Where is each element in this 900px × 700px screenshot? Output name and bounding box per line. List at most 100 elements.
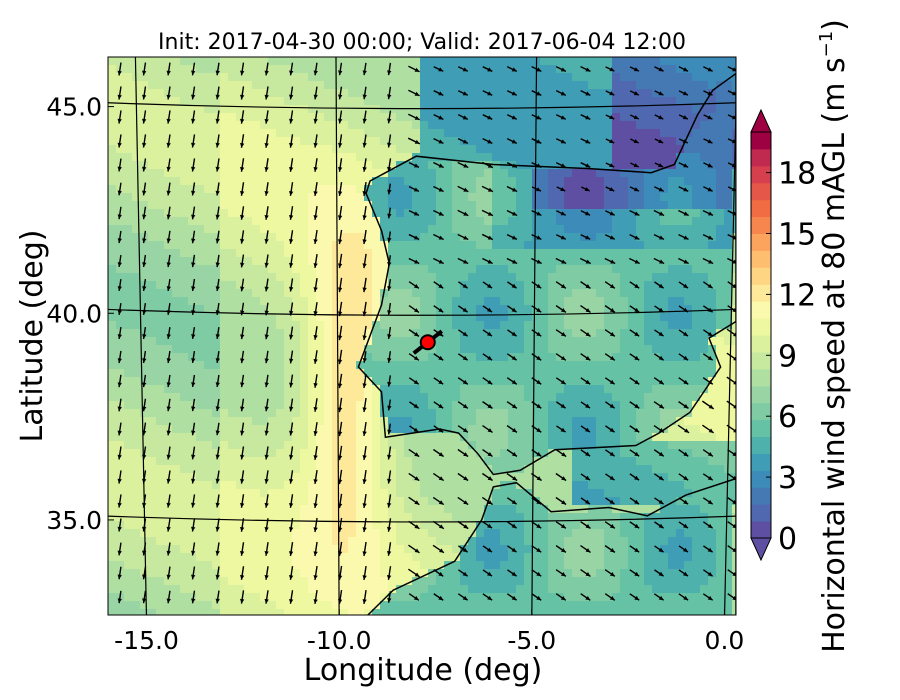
field-cell <box>228 89 237 98</box>
field-cell <box>636 257 645 266</box>
field-cell <box>116 481 125 490</box>
field-cell <box>476 609 485 615</box>
field-cell <box>180 457 189 466</box>
field-cell <box>644 449 653 458</box>
field-cell <box>348 273 357 282</box>
field-cell <box>444 241 453 250</box>
field-cell <box>484 297 493 306</box>
field-cell <box>460 457 469 466</box>
field-cell <box>652 345 661 354</box>
field-cell <box>148 153 157 162</box>
field-cell <box>452 233 461 242</box>
field-cell <box>660 121 669 130</box>
field-cell <box>628 289 637 298</box>
field-cell <box>284 273 293 282</box>
field-cell <box>636 537 645 546</box>
field-cell <box>444 169 453 178</box>
field-cell <box>252 585 261 594</box>
field-cell <box>500 529 509 538</box>
field-cell <box>292 89 301 98</box>
field-cell <box>452 497 461 506</box>
field-cell <box>556 609 565 615</box>
field-cell <box>300 281 309 290</box>
field-cell <box>324 601 333 610</box>
field-cell <box>420 305 429 314</box>
field-cell <box>644 81 653 90</box>
field-cell <box>212 553 221 562</box>
field-cell <box>476 241 485 250</box>
field-cell <box>108 209 117 218</box>
field-cell <box>300 241 309 250</box>
field-cell <box>524 385 533 394</box>
field-cell <box>244 561 253 570</box>
field-cell <box>220 585 229 594</box>
field-cell <box>644 401 653 410</box>
field-cell <box>412 537 421 546</box>
field-cell <box>260 209 269 218</box>
field-cell <box>236 145 245 154</box>
field-cell <box>540 137 549 146</box>
field-cell <box>492 409 501 418</box>
field-cell <box>268 441 277 450</box>
field-cell <box>148 337 157 346</box>
field-cell <box>364 513 373 522</box>
field-cell <box>380 177 389 186</box>
field-cell <box>364 497 373 506</box>
field-cell <box>668 545 677 554</box>
field-cell <box>148 345 157 354</box>
field-cell <box>476 457 485 466</box>
field-cell <box>492 521 501 530</box>
field-cell <box>332 345 341 354</box>
field-cell <box>460 577 469 586</box>
field-cell <box>212 97 221 106</box>
field-cell <box>484 337 493 346</box>
field-cell <box>196 233 205 242</box>
field-cell <box>484 465 493 474</box>
field-cell <box>604 89 613 98</box>
field-cell <box>276 297 285 306</box>
field-cell <box>164 601 173 610</box>
field-cell <box>516 225 525 234</box>
field-cell <box>412 121 421 130</box>
field-cell <box>348 265 357 274</box>
field-cell <box>308 193 317 202</box>
field-cell <box>140 297 149 306</box>
field-cell <box>316 353 325 362</box>
field-cell <box>404 585 413 594</box>
field-cell <box>380 193 389 202</box>
field-cell <box>268 345 277 354</box>
field-cell <box>548 593 557 602</box>
field-cell <box>364 321 373 330</box>
field-cell <box>564 97 573 106</box>
field-cell <box>276 129 285 138</box>
field-cell <box>476 297 485 306</box>
field-cell <box>356 89 365 98</box>
field-cell <box>668 113 677 122</box>
field-cell <box>452 113 461 122</box>
field-cell <box>484 481 493 490</box>
field-cell <box>380 337 389 346</box>
field-cell <box>436 177 445 186</box>
field-cell <box>364 473 373 482</box>
field-cell <box>604 273 613 282</box>
field-cell <box>220 521 229 530</box>
field-cell <box>476 289 485 298</box>
field-cell <box>188 209 197 218</box>
field-cell <box>620 401 629 410</box>
field-cell <box>284 505 293 514</box>
field-cell <box>500 305 509 314</box>
field-cell <box>284 65 293 74</box>
field-cell <box>652 473 661 482</box>
field-cell <box>476 377 485 386</box>
field-cell <box>668 513 677 522</box>
field-cell <box>284 521 293 530</box>
field-cell <box>396 145 405 154</box>
field-cell <box>380 217 389 226</box>
field-cell <box>420 201 429 210</box>
field-cell <box>276 353 285 362</box>
field-cell <box>372 505 381 514</box>
field-cell <box>244 369 253 378</box>
field-cell <box>308 329 317 338</box>
field-cell <box>564 161 573 170</box>
field-cell <box>340 257 349 266</box>
